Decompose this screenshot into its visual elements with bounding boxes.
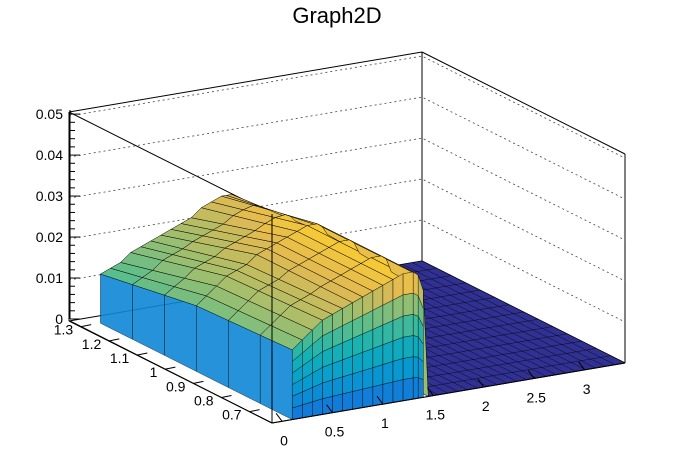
front-wall-cell (342, 391, 353, 412)
floor-mesh-line (413, 355, 611, 390)
z-tick-label: 0 (55, 311, 63, 327)
x-tick (477, 378, 485, 388)
front-wall-cell (402, 335, 414, 359)
front-wall-cell (402, 377, 414, 401)
y-tick (221, 395, 232, 398)
front-wall-cell (362, 367, 374, 390)
left-wall-cell (164, 294, 197, 372)
z-tick-label: 0.05 (36, 106, 63, 122)
y-tick-label: 0.8 (194, 393, 214, 409)
front-wall-cell (413, 335, 419, 358)
x-tick-label: 1 (381, 415, 389, 431)
left-wall-cell (132, 284, 165, 356)
front-wall-cell (382, 381, 394, 405)
chart-title: Graph2D (292, 3, 381, 28)
y-tick (137, 352, 148, 356)
x-tick-label: 2.5 (526, 389, 546, 405)
y-tick (109, 338, 120, 342)
front-wall-cell (342, 373, 353, 395)
y-tick-label: 1.2 (82, 336, 102, 352)
front-wall-cell (402, 292, 414, 317)
x-tick (326, 404, 333, 414)
z-tick-label: 0.02 (36, 229, 63, 245)
floor-mesh-line (399, 348, 597, 383)
front-wall-cell (352, 370, 363, 392)
front-wall-cell (362, 386, 374, 408)
front-wall-cell (392, 336, 404, 362)
y-axis-line (69, 320, 273, 424)
x-tick (376, 395, 384, 405)
front-wall-cell (392, 358, 404, 383)
front-wall-cell (392, 379, 404, 403)
front-wall-cell (372, 364, 384, 387)
x-tick (275, 412, 283, 422)
front-wall-cell (418, 377, 424, 399)
x-tick (578, 361, 586, 371)
left-wall-cell (100, 273, 133, 340)
y-tick (165, 366, 176, 370)
left-wall-cell (260, 334, 293, 420)
x-tick-label: 3 (583, 381, 591, 397)
front-wall-cell (332, 393, 343, 413)
y-tick (249, 409, 260, 413)
front-wall-cell (382, 361, 394, 385)
x-axis: 0 0.5 1 1.5 2 2.5 3 (271, 361, 626, 448)
y-tick-label: 0.9 (166, 378, 186, 394)
front-wall-cell (413, 292, 419, 317)
front-wall-cell (402, 314, 414, 338)
y-tick-label: 1 (150, 364, 158, 380)
front-wall-cell (413, 377, 419, 400)
front-wall-cell (418, 275, 424, 309)
y-tick-label: 0.7 (222, 407, 242, 423)
surface-mesh (99, 194, 626, 420)
front-wall-cell (382, 340, 394, 365)
z-tick-label: 0.03 (36, 188, 63, 204)
x-tick-label: 2 (482, 398, 490, 414)
z-tick-label: 0.01 (36, 270, 63, 286)
front-wall-cell (413, 356, 419, 379)
y-axis: 0.7 0.8 0.9 1 1.1 1.2 1.3 (54, 320, 273, 424)
front-wall-cell (402, 271, 414, 296)
z-gridline (68, 55, 626, 159)
front-wall-cell (413, 271, 419, 297)
y-tick (193, 380, 204, 384)
x-axis-line (271, 362, 626, 424)
x-tick-label: 0.5 (325, 424, 345, 440)
y-tick (81, 324, 92, 328)
x-tick-label: 0 (280, 432, 288, 448)
x-tick-label: 1.5 (426, 407, 446, 423)
front-wall-cell (402, 356, 414, 380)
x-tick (527, 370, 535, 379)
box-edge (421, 51, 626, 155)
left-wall-cell (228, 320, 261, 404)
z-axis: 0 0.01 0.02 0.03 0.04 0.05 (36, 106, 80, 327)
front-wall-cell (352, 388, 363, 410)
box-edge (68, 51, 423, 113)
x-tick (426, 387, 434, 396)
front-wall-cell (413, 314, 419, 337)
y-tick-label: 1.1 (110, 350, 130, 366)
z-tick-label: 0.04 (36, 147, 63, 163)
y-tick-label: 1.3 (54, 322, 74, 338)
front-wall-cell (332, 376, 343, 397)
